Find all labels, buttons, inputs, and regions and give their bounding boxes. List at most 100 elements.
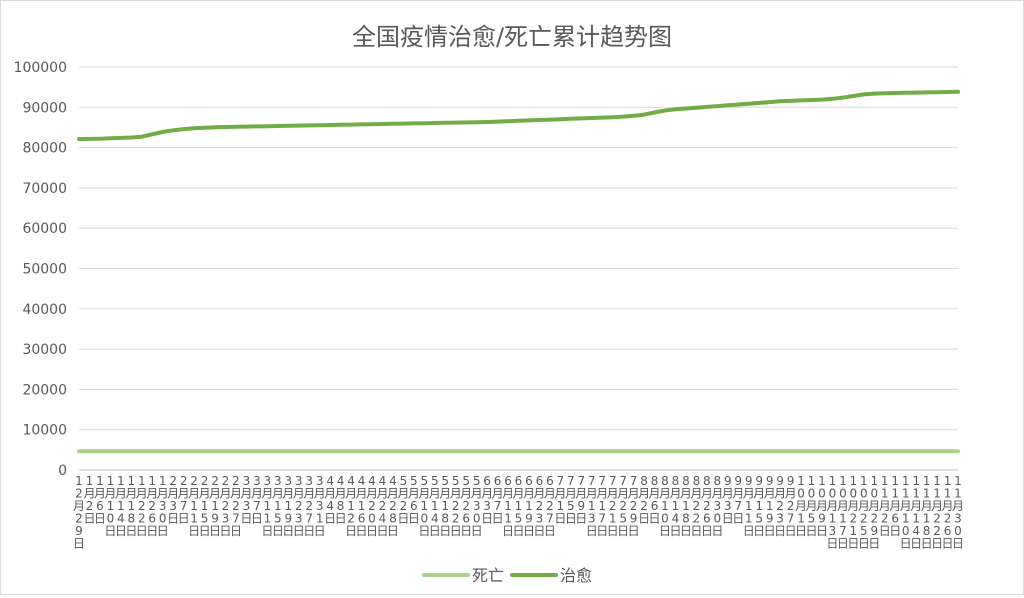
legend: 死亡 治愈 (422, 566, 592, 585)
y-tick-label: 40000 (22, 302, 67, 318)
y-tick-label: 70000 (22, 181, 67, 197)
y-tick-label: 80000 (22, 141, 67, 157)
legend-label: 死亡 (472, 566, 504, 585)
legend-label: 治愈 (560, 566, 592, 585)
y-tick-label: 50000 (22, 262, 67, 278)
y-axis-tick-labels: 0 10000 20000 30000 40000 50000 60000 70000 8000… (14, 60, 67, 479)
y-tick-label: 10000 (22, 423, 67, 439)
gridlines (79, 66, 958, 471)
y-tick-label: 100000 (14, 60, 67, 76)
y-tick-label: 90000 (22, 100, 67, 116)
y-tick-label: 30000 (22, 342, 67, 358)
series-line-治愈 (77, 89, 960, 142)
chart-title: 全国疫情治愈/死亡累计趋势图 (352, 23, 672, 51)
y-tick-label: 60000 (22, 221, 67, 237)
x-axis-tick-labels: 1 2 月 2 9 日1 月 2 日1 月 6 日1 月 1 0 日1 月 1 4 日1 月 1 8 日1 月 2 2 日1 月 2 6 日 1… (73, 474, 964, 551)
y-tick-label: 20000 (22, 382, 67, 398)
